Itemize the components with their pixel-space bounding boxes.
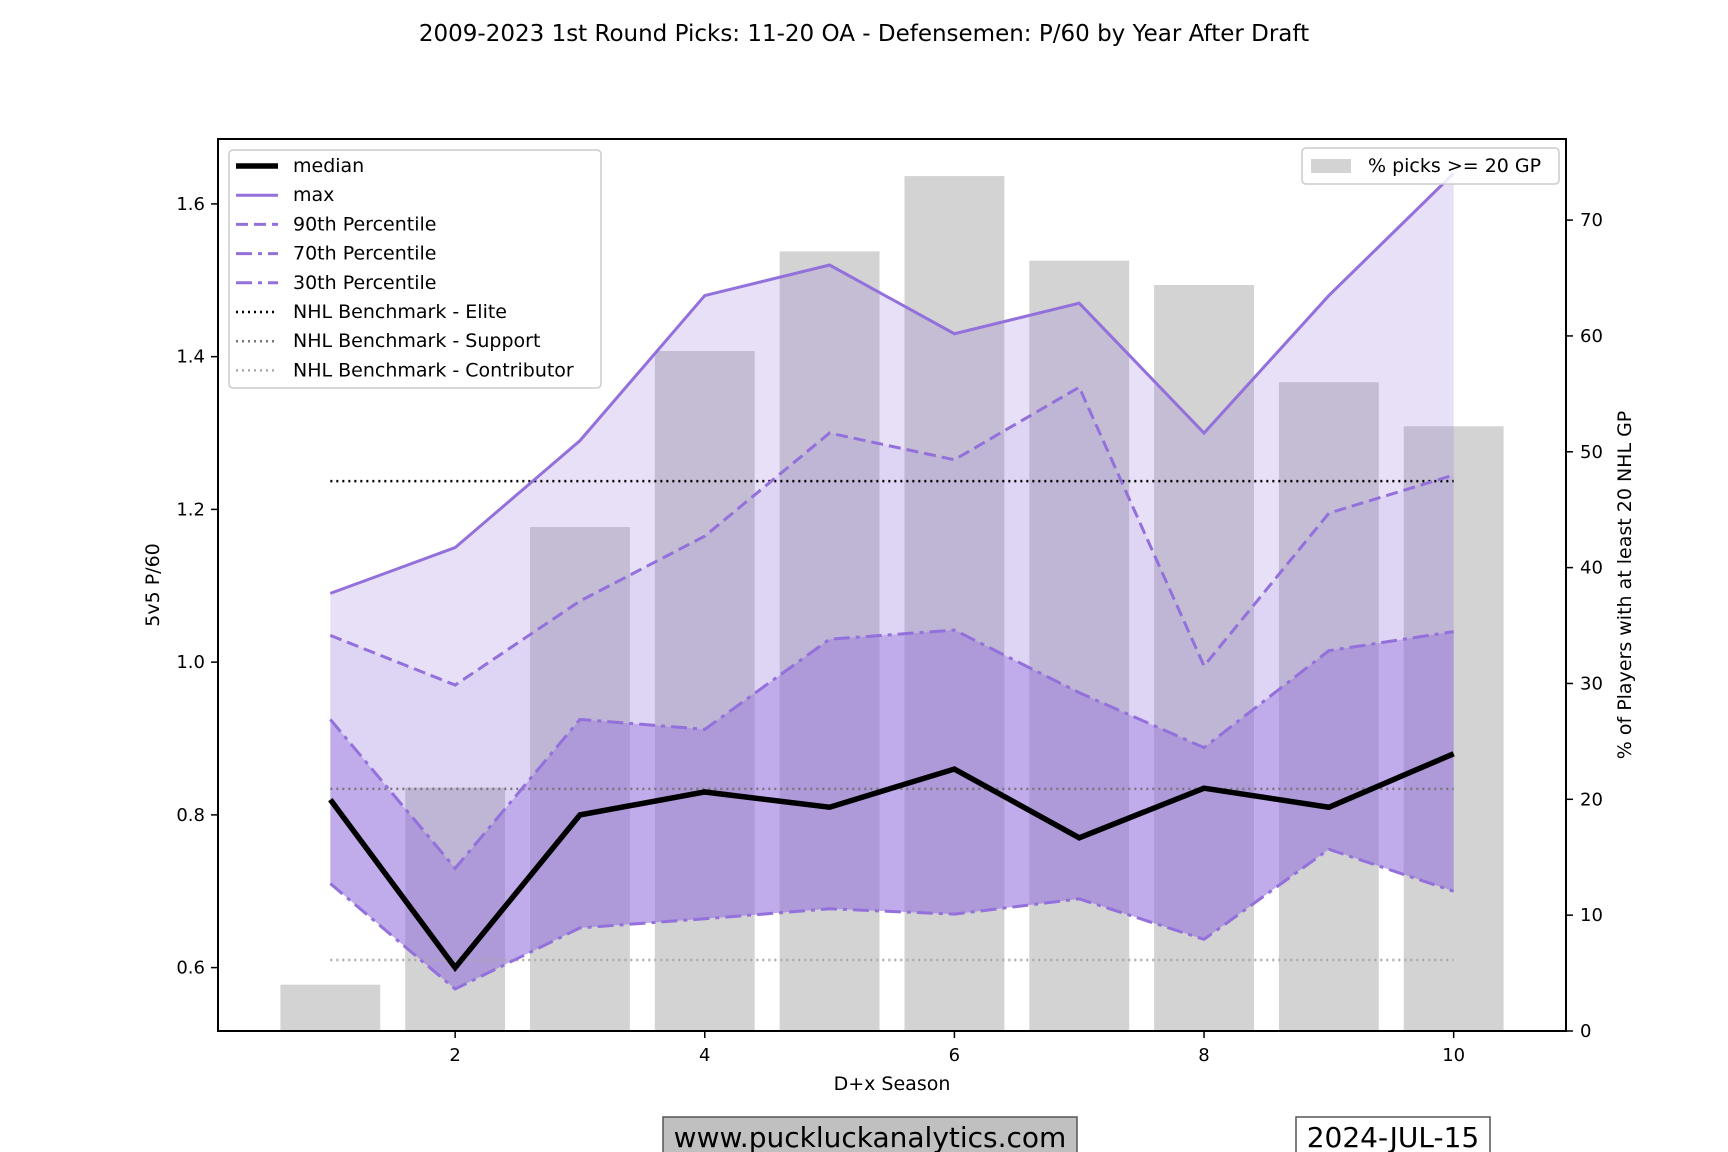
legend: median max 90th Percentile 70th Percentile 3… (228, 149, 602, 389)
bar-legend-box (1301, 147, 1560, 185)
percentile-lines (328, 172, 1455, 991)
legend-label-1: max (293, 184, 334, 206)
y-tick-label-3: 1.2 (176, 499, 205, 520)
percentile-bands (330, 173, 1454, 989)
y-axis: 0.6 0.8 1.0 1.2 1.4 1.6 (176, 194, 218, 979)
chart-title: 2009-2023 1st Round Picks: 11-20 OA - De… (419, 21, 1309, 47)
y-tick-label-4: 1.4 (176, 347, 205, 368)
x-axis-label: D+x Season (834, 1073, 951, 1095)
series-line-3 (329, 847, 1455, 991)
y2-axis: 0 10 20 30 40 50 60 70 (1566, 210, 1603, 1042)
y2-tick-label-4: 40 (1580, 558, 1603, 579)
date-label: 2024-JUL-15 (1307, 1121, 1480, 1152)
band-max-90 (330, 173, 1454, 686)
x-tick-label-1: 4 (699, 1045, 710, 1066)
bar-legend-label: % picks >= 20 GP (1368, 155, 1541, 177)
y-tick-label-2: 1.0 (176, 652, 205, 673)
legend-label-0: median (293, 155, 364, 177)
bar-1 (280, 984, 381, 1031)
legend-label-2: 90th Percentile (293, 213, 436, 235)
website-label: www.puckluckanalytics.com (674, 1121, 1067, 1152)
legend-box (228, 149, 602, 389)
band-70-30 (330, 630, 1454, 989)
y2-tick-label-7: 70 (1580, 210, 1603, 231)
y2-axis-label: % of Players with at least 20 NHL GP (1614, 411, 1636, 760)
series-line-4 (328, 751, 1455, 973)
bar-legend: % picks >= 20 GP (1301, 147, 1560, 185)
y-tick-label-1: 0.8 (176, 805, 205, 826)
y2-tick-label-2: 20 (1580, 789, 1603, 810)
legend-label-3: 70th Percentile (293, 243, 436, 265)
y2-tick-label-1: 10 (1580, 905, 1603, 926)
y-tick-label-5: 1.6 (176, 194, 205, 215)
series-line-2 (329, 628, 1454, 871)
y2-tick-label-3: 30 (1580, 673, 1603, 694)
band-90-70 (330, 387, 1454, 869)
website-box (662, 1116, 1078, 1152)
legend-label-4: 30th Percentile (293, 272, 436, 294)
x-tick-label-0: 2 (449, 1045, 460, 1066)
x-axis: 2 4 6 8 10 (449, 1031, 1465, 1066)
series-line-0 (329, 172, 1455, 595)
y2-tick-label-5: 50 (1580, 442, 1603, 463)
date-box (1295, 1116, 1491, 1152)
legend-label-5: NHL Benchmark - Elite (293, 301, 507, 323)
bar-legend-swatch (1311, 159, 1351, 173)
y-tick-label-0: 0.6 (176, 958, 205, 979)
y2-tick-label-6: 60 (1580, 326, 1603, 347)
plot-frame (217, 138, 1567, 1032)
y-axis-label: 5v5 P/60 (142, 543, 164, 627)
y2-tick-label-0: 0 (1580, 1021, 1591, 1042)
x-tick-label-3: 8 (1198, 1045, 1209, 1066)
x-tick-label-2: 6 (949, 1045, 960, 1066)
x-tick-label-4: 10 (1442, 1045, 1465, 1066)
series-line-1 (329, 385, 1455, 687)
legend-label-6: NHL Benchmark - Support (293, 330, 540, 352)
legend-label-7: NHL Benchmark - Contributor (293, 359, 574, 381)
